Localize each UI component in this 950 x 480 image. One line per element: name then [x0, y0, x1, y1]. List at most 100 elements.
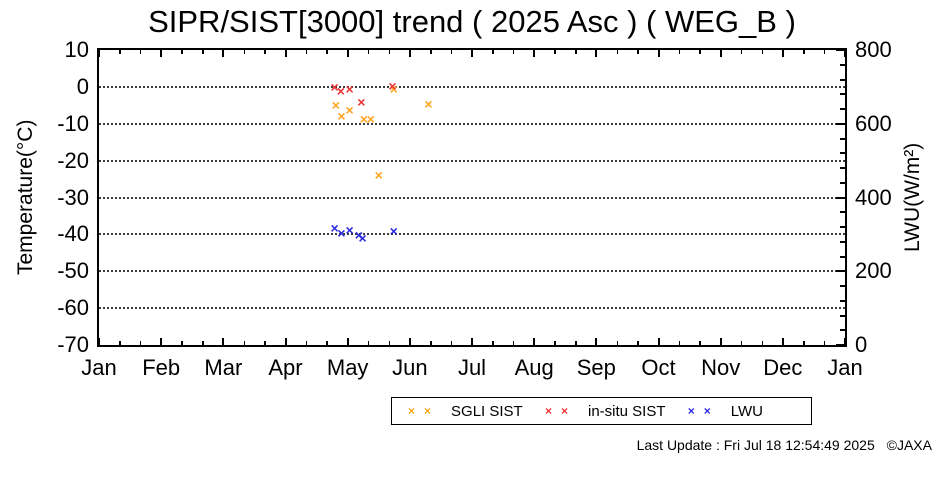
x-tick-label: Jan — [81, 355, 117, 380]
y-tick-label-left: 10 — [64, 37, 89, 62]
x-major-tick — [471, 50, 473, 57]
data-point-marker: × — [345, 101, 354, 118]
x-minor-tick — [761, 341, 764, 345]
gridline — [99, 270, 845, 273]
data-point-marker: × — [389, 80, 398, 97]
x-major-tick — [284, 50, 287, 57]
x-major-tick — [844, 338, 846, 345]
x-minor-tick — [119, 341, 121, 345]
right-axis-minor-tick — [840, 181, 845, 184]
x-minor-tick — [761, 50, 764, 54]
x-minor-tick — [202, 341, 204, 345]
x-tick-label: Dec — [763, 355, 803, 380]
x-tick-label: Oct — [641, 355, 676, 380]
y-tick-label-right: 200 — [855, 258, 892, 284]
x-major-tick — [533, 50, 536, 57]
legend-x-marker-icon: × — [687, 404, 695, 418]
x-minor-tick — [305, 50, 308, 54]
x-major-tick — [222, 338, 225, 345]
y-tick-label-left: -50 — [57, 258, 89, 284]
y-tick-label-left: -70 — [57, 332, 89, 357]
right-axis-minor-tick — [840, 167, 845, 169]
right-axis-minor-tick — [840, 285, 845, 287]
right-axis-major-tick — [836, 49, 845, 51]
legend-item: × × SGLI SIST — [408, 403, 523, 420]
data-point-marker: × — [331, 96, 340, 113]
legend-x-marker-icon: × — [560, 404, 568, 418]
data-point-marker: × — [389, 223, 398, 240]
x-major-tick — [657, 338, 660, 345]
legend-marker-pair: × × — [688, 405, 711, 417]
y-tick-label-left: -30 — [57, 184, 89, 210]
x-minor-tick — [326, 341, 328, 345]
right-axis-minor-tick — [840, 255, 845, 258]
x-minor-tick — [430, 341, 432, 345]
x-minor-tick — [202, 50, 204, 54]
x-tick-label: Jun — [392, 355, 428, 380]
right-axis-minor-tick — [840, 211, 845, 214]
last-update-text: Last Update : Fri Jul 18 12:54:49 2025 — [636, 437, 875, 453]
chart-title: SIPR/SIST[3000] trend ( 2025 Asc ) ( WEG… — [148, 4, 796, 39]
legend-marker-pair: × × — [545, 405, 568, 417]
right-axis-minor-tick — [840, 108, 845, 110]
x-minor-tick — [616, 341, 619, 345]
plot-area: Jan Feb Mar Apr May Jun Jul Aug Sep Oct Nov Dec Jan 1… — [57, 37, 892, 380]
x-minor-tick — [699, 341, 701, 345]
legend-item-label: SGLI SIST — [451, 402, 523, 420]
x-minor-tick — [554, 341, 556, 345]
data-point-marker: × — [366, 111, 375, 128]
x-minor-tick — [803, 341, 805, 345]
data-point-marker: × — [330, 78, 339, 95]
right-axis-minor-tick — [840, 240, 845, 243]
data-point-marker: × — [358, 230, 367, 247]
gridline — [99, 307, 845, 310]
right-axis-minor-tick — [840, 78, 845, 81]
x-tick-label: Jul — [457, 355, 487, 380]
x-minor-tick — [139, 341, 142, 345]
right-axis-minor-tick — [840, 63, 845, 66]
x-minor-tick — [637, 50, 639, 54]
legend-marker-pair: × × — [408, 405, 431, 417]
x-tick-label: Mar — [204, 355, 243, 380]
right-axis-minor-tick — [840, 152, 845, 155]
x-minor-tick — [388, 341, 391, 345]
x-major-tick — [471, 338, 473, 345]
x-minor-tick — [139, 50, 142, 54]
right-axis-minor-tick — [840, 137, 845, 140]
x-minor-tick — [492, 341, 494, 345]
x-minor-tick — [119, 50, 121, 54]
x-major-tick — [408, 338, 411, 345]
x-tick-label: Apr — [268, 355, 303, 380]
x-minor-tick — [699, 50, 701, 54]
x-major-tick — [595, 338, 598, 345]
x-minor-tick — [450, 341, 453, 345]
gridline — [99, 85, 845, 88]
legend-item-label: in-situ SIST — [587, 402, 666, 420]
x-minor-tick — [264, 50, 266, 54]
right-axis-title: LWU(W/m²) — [901, 142, 924, 253]
gridline — [99, 159, 845, 162]
x-major-tick — [719, 50, 722, 57]
y-tick-label-right: 0 — [855, 332, 868, 357]
copyright-text: ©JAXA — [886, 437, 932, 453]
y-tick-label-left: -60 — [57, 295, 89, 321]
x-tick-label: Nov — [701, 355, 741, 380]
right-axis-major-tick — [836, 270, 845, 273]
x-major-tick — [408, 50, 411, 57]
data-point-marker: × — [357, 93, 366, 110]
x-major-tick — [346, 50, 349, 57]
x-minor-tick — [512, 341, 515, 345]
x-minor-tick — [740, 50, 743, 54]
y-tick-label-right: 400 — [855, 184, 892, 210]
data-point-marker: × — [336, 82, 345, 99]
x-minor-tick — [492, 50, 494, 54]
x-minor-tick — [243, 50, 246, 54]
x-minor-tick — [264, 341, 266, 345]
x-minor-tick — [367, 341, 370, 345]
gridline — [99, 233, 845, 236]
x-tick-label: Feb — [142, 355, 181, 380]
x-tick-label: Sep — [576, 355, 616, 380]
x-major-tick — [98, 338, 100, 345]
right-axis-minor-tick — [840, 93, 845, 96]
